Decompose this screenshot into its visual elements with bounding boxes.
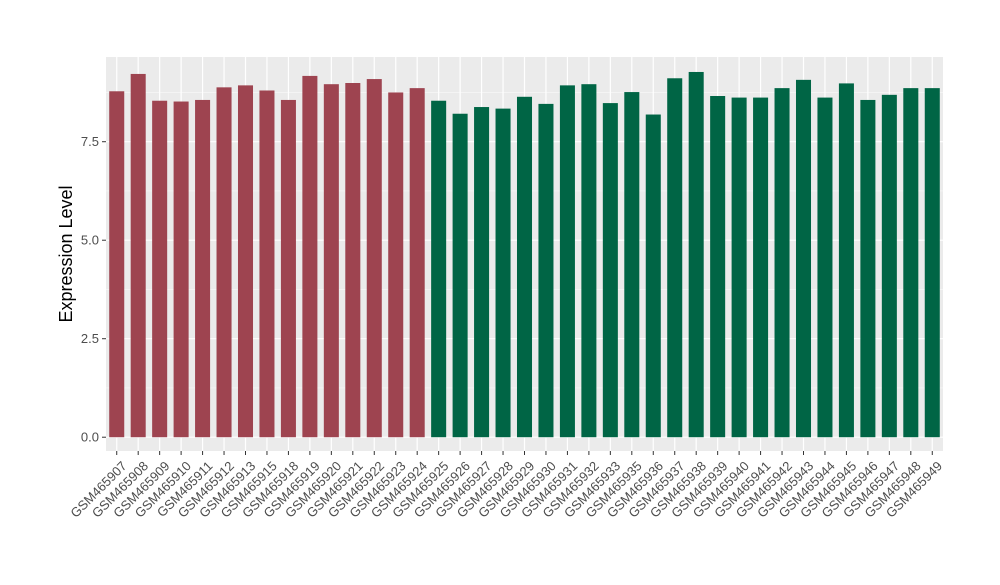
- y-axis: 0.0 2.5 5.0 7.5: [81, 134, 106, 445]
- bar-GSM465948: [903, 88, 919, 438]
- bar-GSM465931: [559, 85, 575, 438]
- bar-GSM465915: [259, 90, 275, 438]
- y-tick-label: 0.0: [81, 430, 99, 445]
- bar-GSM465930: [538, 103, 554, 438]
- bar-GSM465932: [581, 84, 597, 438]
- bar-GSM465907: [109, 91, 125, 438]
- bar-GSM465944: [817, 97, 833, 438]
- bar-GSM465912: [216, 87, 232, 438]
- bar-GSM465942: [774, 88, 790, 438]
- bar-GSM465911: [195, 99, 211, 438]
- bar-GSM465945: [838, 83, 854, 438]
- bar-GSM465921: [345, 83, 361, 438]
- bar-GSM465920: [323, 84, 339, 438]
- bar-GSM465943: [795, 79, 812, 438]
- bar-GSM465937: [667, 78, 683, 438]
- bar-GSM465923: [388, 92, 404, 438]
- bar-GSM465935: [624, 92, 640, 438]
- bar-GSM465926: [452, 113, 468, 438]
- bar-GSM465927: [474, 107, 490, 438]
- bar-GSM465933: [602, 103, 618, 438]
- bar-GSM465919: [302, 75, 318, 438]
- bar-GSM465908: [130, 73, 146, 438]
- bar-GSM465928: [495, 108, 511, 438]
- bar-GSM465938: [688, 71, 704, 438]
- bar-GSM465939: [710, 96, 726, 438]
- bar-GSM465910: [173, 101, 189, 438]
- bar-GSM465936: [645, 114, 661, 438]
- x-axis: GSM465907GSM465908GSM465909GSM465910GSM4…: [67, 451, 945, 521]
- bar-GSM465947: [881, 94, 897, 438]
- y-tick-label: 5.0: [81, 233, 99, 248]
- bar-GSM465925: [431, 100, 447, 438]
- bar-GSM465913: [237, 85, 254, 438]
- y-tick-label: 7.5: [81, 134, 99, 149]
- bar-GSM465940: [731, 97, 747, 438]
- y-tick-label: 2.5: [81, 331, 99, 346]
- bar-GSM465949: [924, 88, 940, 438]
- bar-GSM465909: [152, 100, 168, 438]
- bar-GSM465946: [860, 99, 876, 438]
- bar-GSM465918: [280, 99, 296, 438]
- bar-GSM465924: [409, 88, 425, 438]
- bar-GSM465929: [516, 96, 533, 438]
- bars: [109, 71, 940, 438]
- bar-GSM465941: [753, 97, 769, 438]
- bar-GSM465922: [366, 79, 382, 438]
- y-axis-title: Expression Level: [56, 185, 76, 322]
